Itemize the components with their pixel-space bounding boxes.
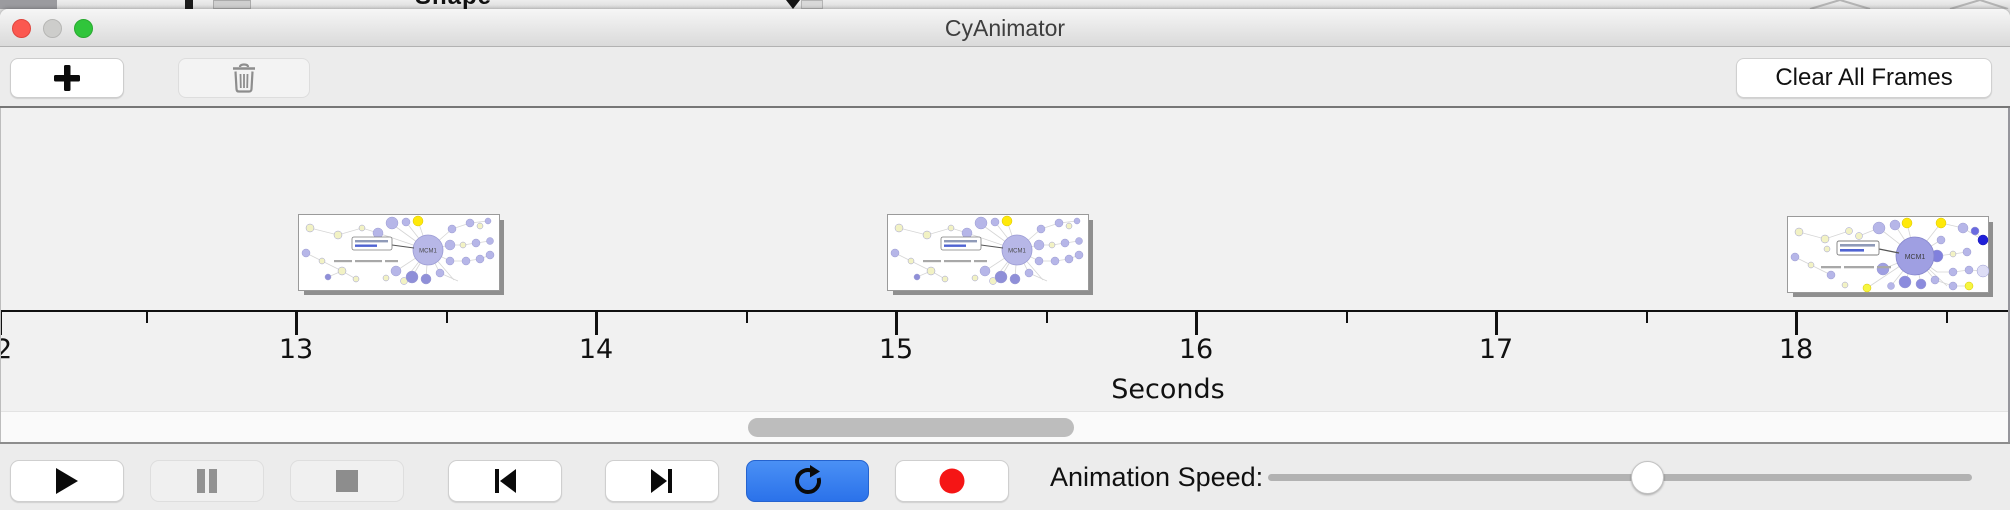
animation-speed-slider-track[interactable]: [1268, 474, 1972, 481]
background-fragment: [786, 0, 800, 9]
play-button[interactable]: [10, 460, 124, 502]
record-icon: [939, 468, 965, 494]
tick-label-17: 17: [1478, 334, 1514, 365]
tick-18: [1795, 312, 1798, 335]
play-icon: [56, 468, 78, 494]
mcm1-node: MCM1: [1001, 234, 1033, 266]
frame-thumbnail-13s[interactable]: MCM1: [298, 214, 500, 291]
mcm1-node: MCM1: [412, 234, 444, 266]
trash-icon: [233, 63, 255, 93]
close-window-button[interactable]: [12, 19, 31, 38]
timeline-scrollbar-track[interactable]: [1, 411, 2008, 442]
minimize-window-button[interactable]: [43, 19, 62, 38]
tick-12: [1, 312, 2, 335]
zoom-window-button[interactable]: [74, 19, 93, 38]
mcm1-node: MCM1: [1895, 236, 1935, 276]
background-fragment: [213, 0, 251, 9]
playback-controls: Animation Speed:: [0, 442, 2010, 508]
loop-icon: [794, 465, 821, 494]
tick-15: [895, 312, 898, 335]
animation-speed-label: Animation Speed:: [1050, 462, 1264, 492]
delete-frame-button[interactable]: [178, 58, 310, 98]
add-frame-button[interactable]: [10, 58, 124, 98]
tick-13: [295, 312, 298, 335]
timeline-panel: MCM1: [0, 108, 2010, 442]
title-bar: CyAnimator: [0, 9, 2010, 47]
background-shape-text: Shape: [415, 0, 492, 9]
timeline-axis: [1, 310, 2008, 312]
pause-button[interactable]: [150, 460, 264, 502]
svg-text:MCM1: MCM1: [419, 249, 437, 255]
skip-to-end-button[interactable]: [605, 460, 719, 502]
stop-button[interactable]: [290, 460, 404, 502]
background-network-lines: [1809, 0, 2009, 9]
svg-text:MCM1: MCM1: [1008, 249, 1026, 255]
background-fragment: [801, 0, 823, 9]
window-title: CyAnimator: [944, 15, 1066, 41]
svg-text:MCM1: MCM1: [1905, 254, 1926, 261]
stop-icon: [336, 470, 358, 492]
animation-speed-slider-knob[interactable]: [1631, 461, 1664, 494]
clear-all-frames-button[interactable]: Clear All Frames: [1736, 58, 1992, 98]
background-fragment: [185, 0, 193, 9]
record-button[interactable]: [895, 460, 1009, 502]
skip-to-end-icon: [651, 469, 672, 493]
tick-label-15: 15: [878, 334, 914, 365]
plus-icon: [54, 65, 80, 91]
tick-16: [1195, 312, 1198, 335]
frame-thumbnail-15s[interactable]: MCM1: [887, 214, 1089, 291]
frame-toolbar: Clear All Frames: [0, 47, 2010, 108]
tick-label-14: 14: [578, 334, 614, 365]
loop-button[interactable]: [746, 460, 869, 502]
tick-label-13: 13: [278, 334, 314, 365]
frame-thumbnail-18s[interactable]: MCM1: [1787, 216, 1989, 293]
background-app-strip: Shape: [0, 0, 2010, 9]
background-fragment: [0, 0, 57, 9]
tick-14: [595, 312, 598, 335]
skip-to-start-icon: [495, 469, 516, 493]
tick-17: [1495, 312, 1498, 335]
tick-label-12: 2: [1, 334, 19, 365]
axis-title-seconds: Seconds: [1111, 374, 1225, 405]
pause-icon: [197, 469, 217, 493]
timeline-scrollbar-thumb[interactable]: [748, 418, 1074, 437]
cyanimator-window: CyAnimator Clear All Frame: [0, 9, 2010, 510]
tick-label-18: 18: [1778, 334, 1814, 365]
skip-to-start-button[interactable]: [448, 460, 562, 502]
tick-label-16: 16: [1178, 334, 1214, 365]
